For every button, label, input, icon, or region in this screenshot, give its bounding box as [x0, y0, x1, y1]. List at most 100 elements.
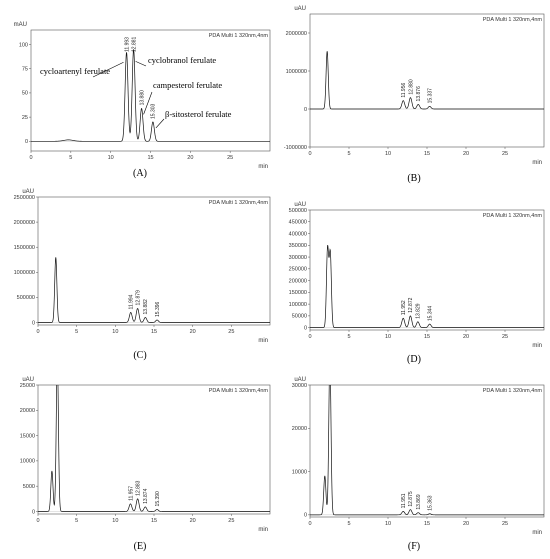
- y-tick-label: 75: [22, 67, 28, 73]
- compound-annotation: cycloartenyl ferulate: [40, 66, 110, 76]
- detector-label: PDA Multi 1 320nm,4nm: [209, 200, 269, 206]
- chromatogram-trace: [38, 385, 270, 512]
- x-tick-label: 15: [424, 521, 430, 527]
- detector-label: PDA Multi 1 320nm,4nm: [483, 213, 543, 219]
- x-tick-label: 20: [463, 334, 469, 340]
- plot-frame: [309, 13, 545, 148]
- y-tick-label: 1500000: [14, 245, 35, 251]
- x-tick-label: 10: [112, 329, 118, 335]
- peak-label: 11.994: [129, 294, 135, 309]
- compound-annotation: campesterol ferulate: [153, 80, 222, 90]
- y-tick-label: 300000: [289, 255, 307, 261]
- panel-caption: (D): [407, 354, 421, 365]
- x-unit-label: min: [258, 527, 268, 533]
- x-tick-label: 25: [228, 329, 234, 335]
- detector-label: PDA Multi 1 320nm,4nm: [483, 17, 543, 23]
- y-tick-label: 250000: [289, 267, 307, 273]
- y-tick-label: 15000: [20, 433, 35, 439]
- x-tick-label: 15: [151, 329, 157, 335]
- compound-annotation: cyclobranol ferulate: [148, 55, 216, 65]
- x-tick-label: 5: [75, 518, 78, 524]
- annotation-leader: [155, 118, 165, 129]
- y-tick-label: 10000: [292, 469, 307, 475]
- x-tick-label: 20: [190, 518, 196, 524]
- peak-label: 12.872: [408, 297, 414, 313]
- x-tick-label: 25: [228, 518, 234, 524]
- y-tick-label: 0: [25, 139, 28, 145]
- peak-label: 13.874: [143, 488, 149, 504]
- peak-label: 11.951: [401, 493, 407, 508]
- y-tick-label: 0: [304, 513, 307, 519]
- x-tick-label: 25: [502, 151, 508, 157]
- peak-label: 15.363: [428, 495, 434, 511]
- chromatogram-trace: [310, 51, 544, 110]
- y-tick-label: 20000: [20, 408, 35, 414]
- x-tick-label: 10: [108, 155, 114, 161]
- x-unit-label: min: [532, 530, 542, 536]
- y-tick-label: 200000: [289, 278, 307, 284]
- y-tick-label: 50000: [292, 314, 307, 320]
- y-tick-label: 30000: [292, 383, 307, 389]
- x-tick-label: 15: [151, 518, 157, 524]
- chromatogram-trace: [310, 385, 544, 516]
- peak-label: 11.956: [401, 82, 407, 97]
- y-tick-label: 0: [304, 107, 307, 113]
- detector-label: PDA Multi 1 320nm,4nm: [209, 33, 269, 39]
- chromatogram-panel: 0 50000 100000 150000 200000 250000 300000 3500…: [289, 202, 545, 365]
- x-tick-label: 20: [463, 521, 469, 527]
- x-tick-label: 0: [308, 334, 311, 340]
- y-tick-label: 100000: [289, 302, 307, 308]
- x-tick-label: 10: [112, 518, 118, 524]
- chromatogram-trace: [310, 244, 544, 328]
- y-tick-label: 10000: [20, 459, 35, 465]
- x-tick-label: 20: [463, 151, 469, 157]
- peak-label: 13.876: [416, 86, 422, 102]
- x-tick-label: 5: [347, 334, 350, 340]
- y-unit-label: mAU: [14, 22, 27, 28]
- y-tick-label: 350000: [289, 243, 307, 249]
- chromatogram-trace: [31, 48, 270, 142]
- x-unit-label: min: [258, 164, 268, 170]
- peak-label: 15.344: [427, 306, 433, 322]
- y-unit-label: uAU: [294, 6, 306, 12]
- panel-caption: (A): [133, 168, 147, 179]
- x-tick-label: 25: [502, 521, 508, 527]
- y-tick-label: 1000000: [286, 69, 307, 75]
- y-tick-label: 50: [22, 91, 28, 97]
- chromatogram-trace: [38, 257, 270, 323]
- peak-label: 11.957: [128, 486, 134, 501]
- x-tick-label: 10: [385, 521, 391, 527]
- panel-caption: (F): [408, 541, 420, 552]
- x-tick-label: 20: [187, 155, 193, 161]
- peak-label: 12.883: [135, 480, 141, 496]
- x-tick-label: 5: [347, 151, 350, 157]
- peak-label: 15.396: [155, 301, 161, 317]
- y-tick-label: 2000000: [286, 31, 307, 37]
- x-unit-label: min: [532, 160, 542, 166]
- plot-frame: [30, 29, 271, 152]
- x-tick-label: 25: [502, 334, 508, 340]
- panel-caption: (E): [134, 541, 147, 552]
- peak-label: 11.993: [124, 37, 130, 52]
- annotation-leader: [92, 61, 124, 78]
- x-tick-label: 5: [347, 521, 350, 527]
- y-unit-label: uAU: [294, 377, 306, 383]
- y-tick-label: 2000000: [14, 220, 35, 226]
- panel-caption: (B): [407, 173, 420, 184]
- x-tick-label: 10: [385, 151, 391, 157]
- x-tick-label: 15: [424, 334, 430, 340]
- y-tick-label: 25: [22, 115, 28, 121]
- x-tick-label: 20: [190, 329, 196, 335]
- peak-label: 12.881: [131, 36, 137, 52]
- x-unit-label: min: [258, 338, 268, 344]
- peak-label: 13.829: [416, 303, 422, 319]
- y-unit-label: uAU: [294, 202, 306, 208]
- x-tick-label: 0: [308, 151, 311, 157]
- x-tick-label: 0: [29, 155, 32, 161]
- x-tick-label: 5: [75, 329, 78, 335]
- panel-caption: (C): [133, 350, 146, 361]
- detector-label: PDA Multi 1 320nm,4nm: [483, 388, 543, 394]
- x-tick-label: 0: [36, 329, 39, 335]
